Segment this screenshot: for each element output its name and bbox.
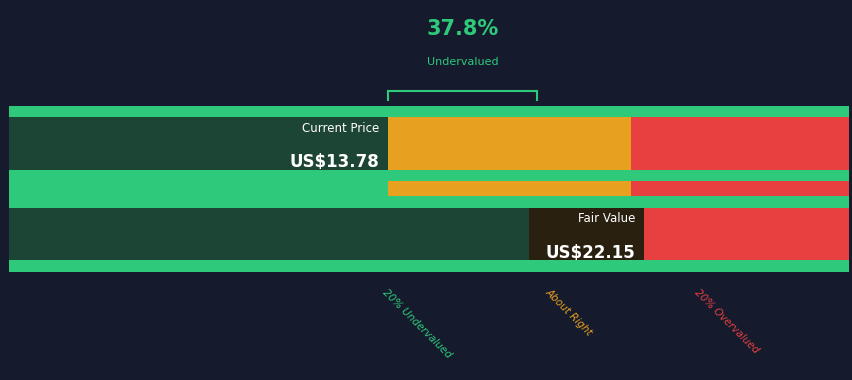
Bar — [9, 106, 848, 117]
Text: 37.8%: 37.8% — [426, 19, 498, 39]
Text: US$22.15: US$22.15 — [545, 244, 635, 262]
Bar — [9, 207, 537, 260]
Bar — [9, 106, 382, 272]
Text: About Right: About Right — [543, 287, 593, 337]
Text: US$13.78: US$13.78 — [290, 153, 379, 171]
Text: Fair Value: Fair Value — [578, 212, 635, 225]
Text: Current Price: Current Price — [302, 122, 379, 135]
Bar — [388, 106, 630, 272]
Text: 20% Overvalued: 20% Overvalued — [692, 287, 759, 355]
Bar — [528, 207, 643, 260]
Bar — [9, 117, 388, 170]
Bar — [9, 170, 848, 181]
Bar — [9, 260, 848, 272]
Bar — [630, 106, 848, 272]
Text: Undervalued: Undervalued — [427, 57, 498, 66]
Bar — [9, 196, 848, 207]
Text: 20% Undervalued: 20% Undervalued — [381, 287, 453, 359]
Bar — [9, 106, 388, 272]
